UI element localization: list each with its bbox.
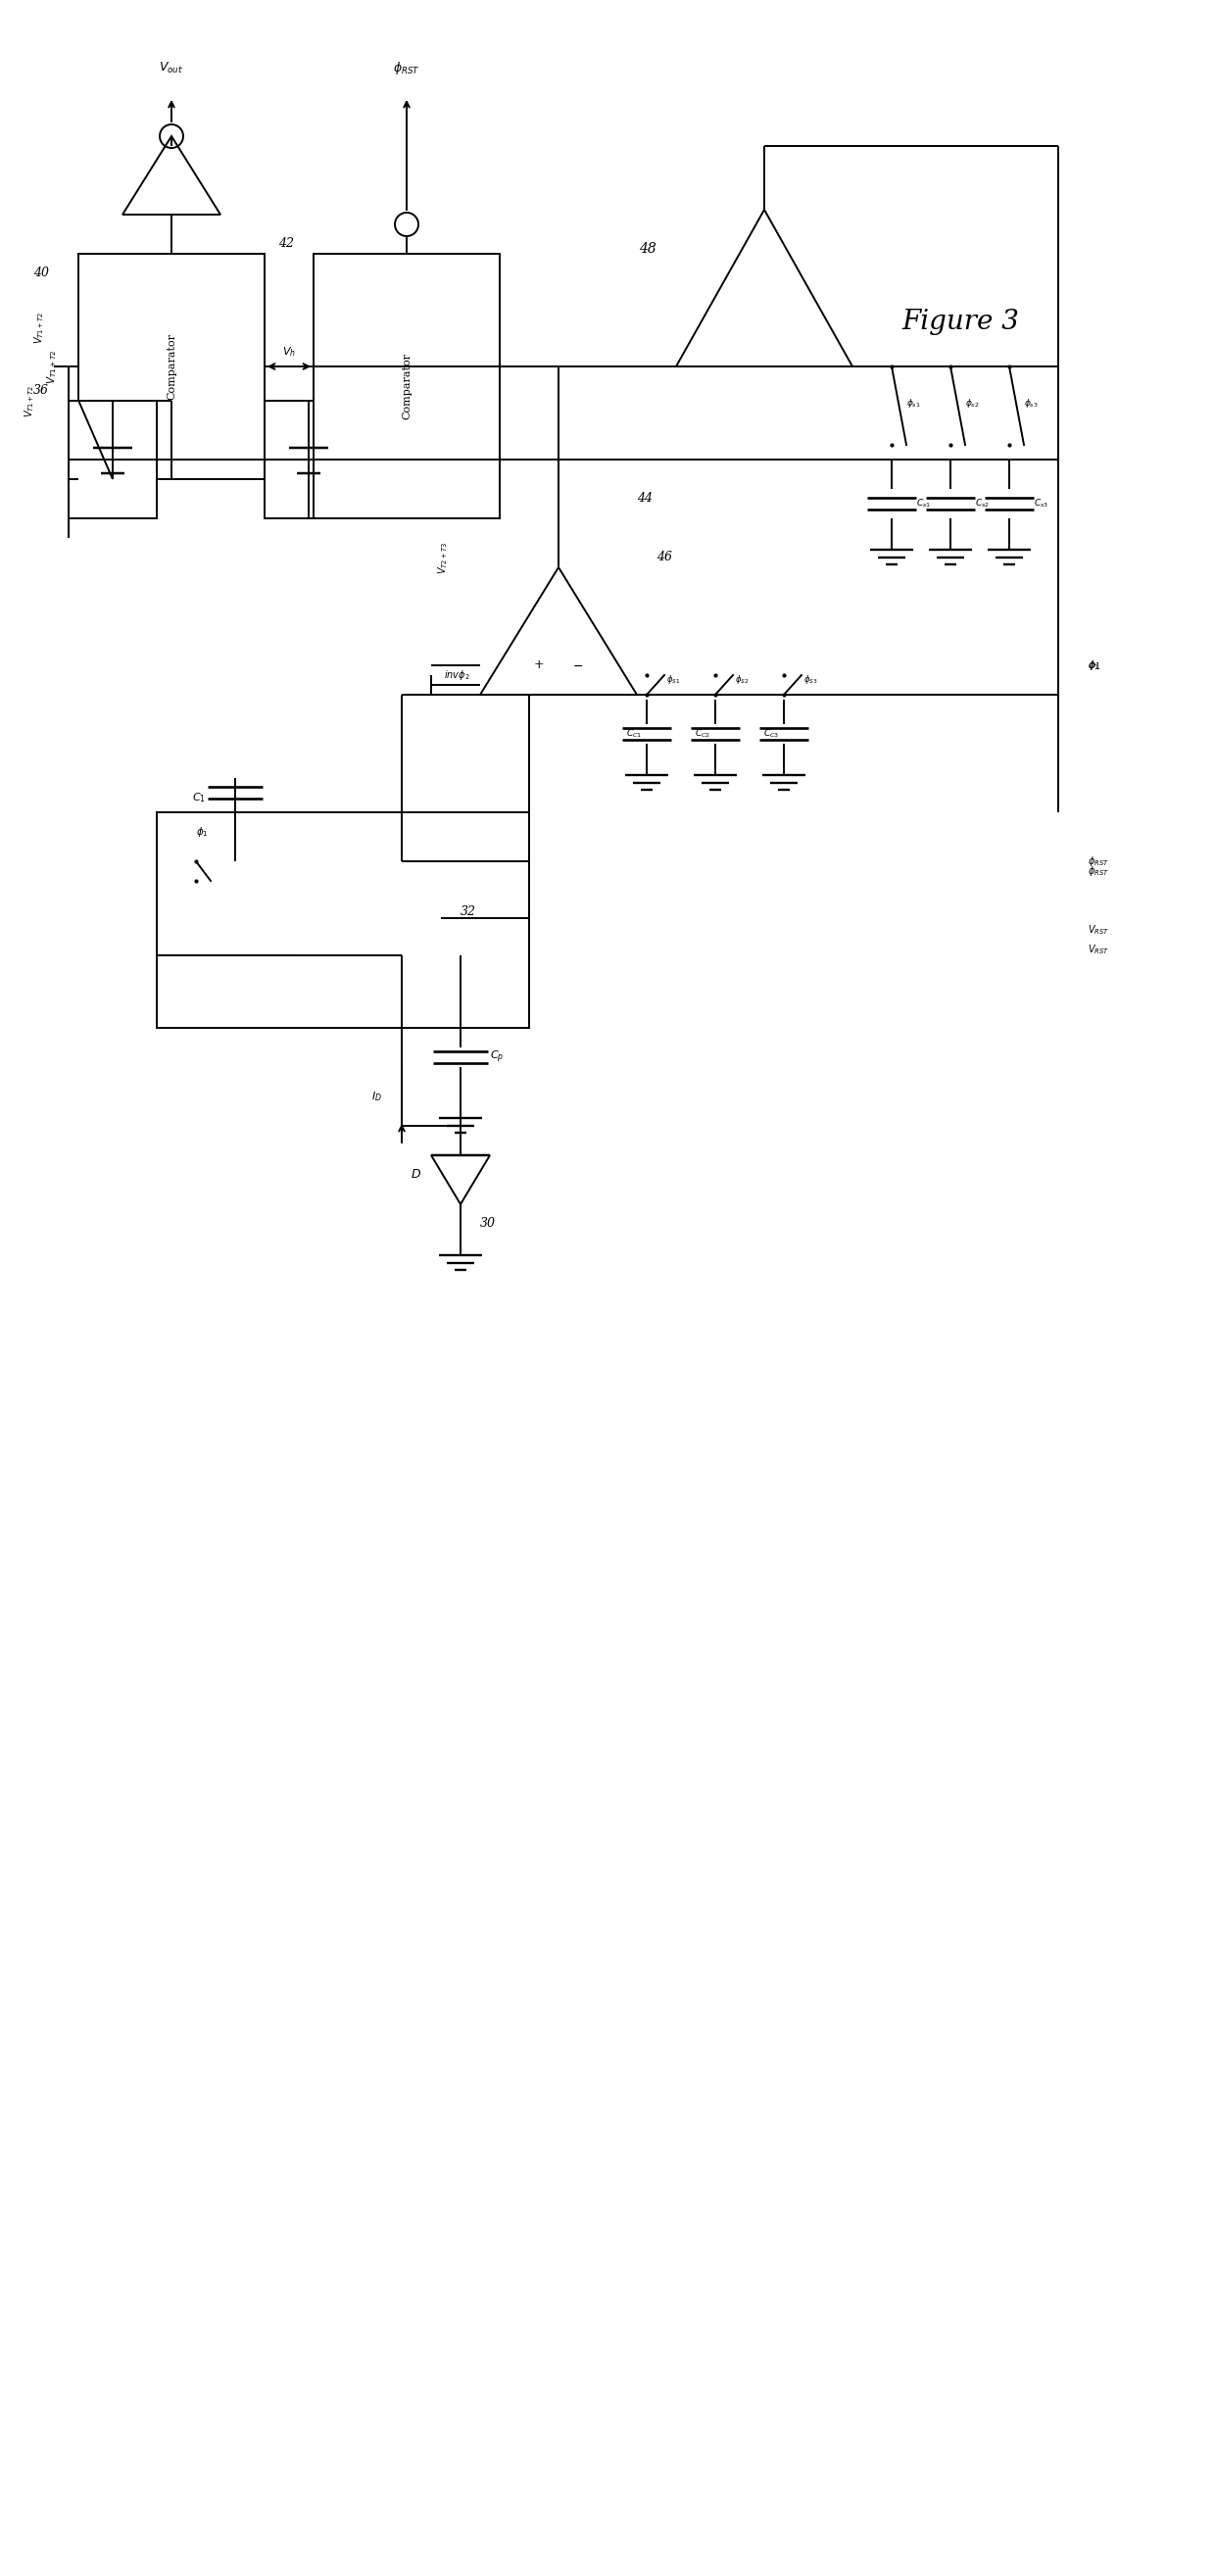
Text: $\phi_{RST}$: $\phi_{RST}$ [1087, 855, 1109, 868]
Text: $D$: $D$ [411, 1170, 422, 1182]
Text: 46: 46 [656, 551, 672, 564]
Text: $V_h$: $V_h$ [282, 345, 296, 358]
Text: $V_{T2+T3}$: $V_{T2+T3}$ [436, 541, 450, 574]
Text: $\phi_{s1}$: $\phi_{s1}$ [906, 397, 921, 410]
Bar [79, 255, 265, 479]
Text: +: + [533, 659, 544, 672]
Bar [157, 811, 529, 1028]
Text: 40: 40 [33, 268, 49, 281]
Text: $V_{T1+T2}$: $V_{T1+T2}$ [45, 350, 58, 384]
Text: $C_{s2}$: $C_{s2}$ [974, 497, 989, 510]
Text: $V_{T1+T2}$: $V_{T1+T2}$ [33, 312, 46, 343]
Text: Comparator: Comparator [402, 353, 412, 420]
Text: 30: 30 [480, 1218, 496, 1231]
Text: $C_{C2}$: $C_{C2}$ [695, 729, 711, 739]
Text: $I_D$: $I_D$ [372, 1090, 383, 1103]
Text: $C_{C1}$: $C_{C1}$ [626, 729, 642, 739]
Text: $C_{s3}$: $C_{s3}$ [1034, 497, 1049, 510]
Text: $V_{out}$: $V_{out}$ [159, 59, 183, 75]
Text: $V_{RST}$: $V_{RST}$ [1087, 943, 1109, 956]
Text: Comparator: Comparator [166, 332, 176, 399]
Text: $-$: $-$ [572, 659, 583, 672]
Text: $inv\phi_2$: $inv\phi_2$ [445, 667, 470, 683]
Text: $\phi_1$: $\phi_1$ [1087, 659, 1101, 672]
Text: $\phi_{RST}$: $\phi_{RST}$ [1087, 863, 1109, 878]
Text: $V_{RST}$: $V_{RST}$ [1087, 922, 1109, 938]
Text: $C_1$: $C_1$ [192, 791, 205, 804]
Text: $\phi_{S1}$: $\phi_{S1}$ [666, 675, 680, 685]
Text: $\phi_{s3}$: $\phi_{s3}$ [1024, 397, 1039, 410]
Text: $\phi_{S3}$: $\phi_{S3}$ [803, 675, 818, 685]
Text: $\phi_1$: $\phi_1$ [1087, 659, 1100, 672]
Text: Figure 3: Figure 3 [902, 309, 1019, 335]
Text: $\phi_{s2}$: $\phi_{s2}$ [965, 397, 979, 410]
Text: 42: 42 [278, 237, 294, 250]
Bar [265, 402, 352, 518]
Text: $\phi_{S2}$: $\phi_{S2}$ [735, 675, 748, 685]
Text: $C_{s1}$: $C_{s1}$ [916, 497, 931, 510]
Text: $V_{T1+T2}$: $V_{T1+T2}$ [23, 384, 36, 417]
Text: 36: 36 [33, 384, 49, 397]
Bar [68, 402, 157, 518]
Text: 48: 48 [639, 242, 656, 255]
Bar [313, 255, 499, 518]
Text: 32: 32 [460, 907, 476, 920]
Text: $\phi_{RST}$: $\phi_{RST}$ [392, 59, 420, 75]
Text: $C_{C3}$: $C_{C3}$ [763, 729, 779, 739]
Text: $\phi_1$: $\phi_1$ [196, 824, 209, 840]
Text: 44: 44 [637, 492, 652, 505]
Text: $C_p$: $C_p$ [490, 1048, 504, 1066]
